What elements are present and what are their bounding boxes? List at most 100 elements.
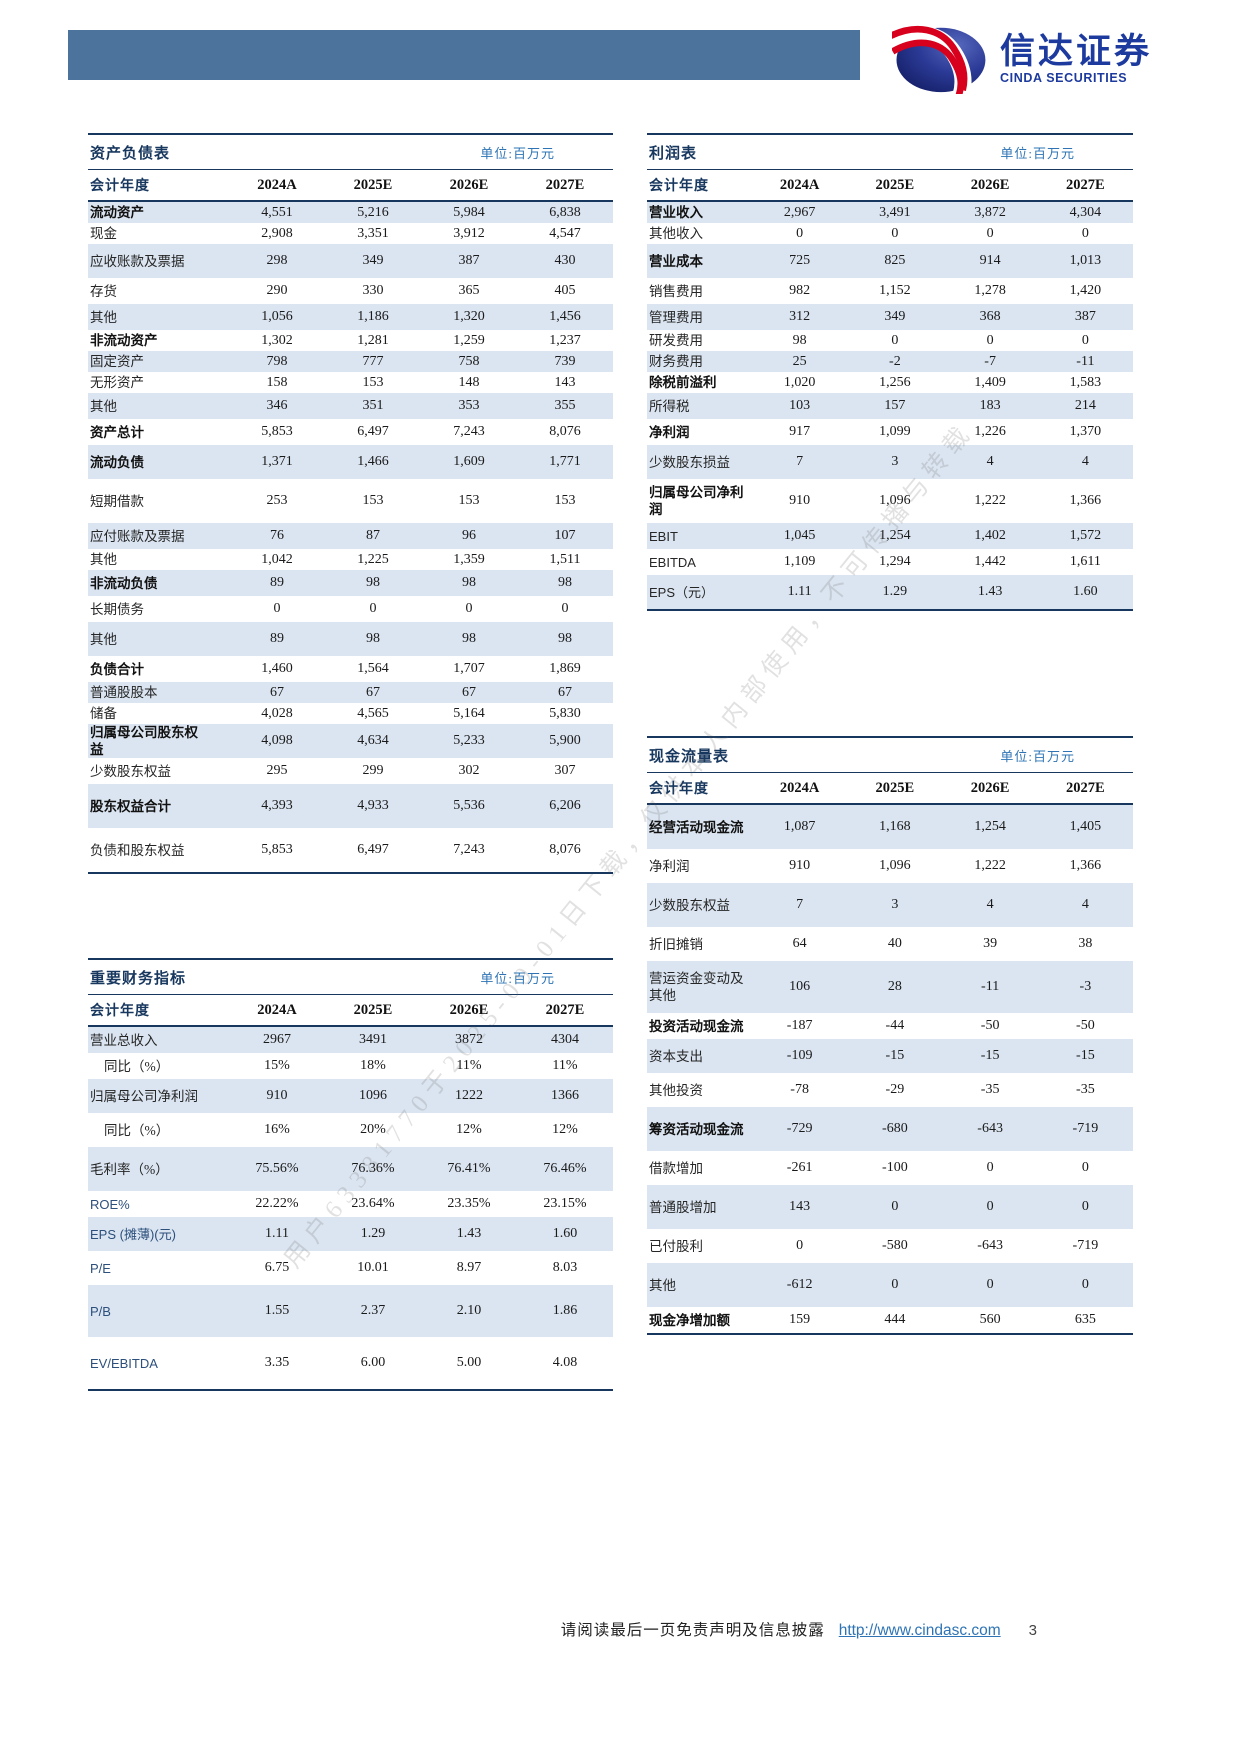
cell-value: 8.03 [552,1260,578,1275]
cell-value: 0 [796,1238,804,1253]
cell-value: 183 [979,398,1001,413]
cell-value: -100 [882,1160,908,1175]
cell-value: 355 [554,398,576,413]
cell-value: 5,900 [549,733,581,748]
table-header-year: 2026E [970,176,1010,193]
row-label: 非流动负债 [90,575,158,591]
row-label: 毛利率（%） [90,1161,169,1177]
cell-value: 1,056 [261,309,293,324]
cell-value: 3,351 [357,225,389,241]
cell-value: 6,497 [357,424,389,439]
cell-value: 8,076 [549,842,581,857]
cash-flow-table: 现金流量表 单位:百万元 会计年度 2024A 2025E 2026E 2027E 经营活动现… [647,736,1133,1335]
table-row: 非流动负债 89 98 98 98 [88,570,613,596]
cell-value: 1,237 [549,332,581,348]
table-header-year: 2025E [353,1001,393,1018]
cell-value: 75.56% [255,1161,299,1176]
cell-value: 1.11 [787,584,812,599]
cell-value: 23.64% [351,1196,395,1211]
header-fiscal-year-label: 会计年度 [90,1004,150,1019]
row-label: 其他收入 [649,226,703,241]
balance-sheet-table: 资产负债表 单位:百万元 会计年度 2024A 2025E 2026E 2027E 流动资产 4… [88,133,613,874]
cell-value: -29 [885,1082,905,1097]
cell-value: 6,206 [549,798,581,813]
row-label: 应付账款及票据 [90,528,185,544]
table-header-row: 会计年度 2024A 2025E 2026E 2027E [88,170,613,202]
cell-value: 825 [884,253,906,268]
cell-value: 153 [362,493,384,508]
cell-value: 76 [270,528,284,543]
cell-value: 2,967 [783,204,816,220]
row-label: ROE% [90,1196,130,1212]
cell-value: -109 [786,1048,813,1063]
cell-value: 1,254 [879,528,911,543]
cell-value: 2967 [263,1032,291,1047]
cell-value: 98 [558,575,572,590]
cell-value: 8,076 [549,424,581,439]
cell-value: 106 [789,979,811,994]
row-label: 应收账款及票据 [90,253,185,269]
row-label: 营业成本 [649,253,703,269]
cell-value: 0 [465,601,473,616]
cell-value: 405 [554,283,576,298]
row-label: 除税前溢利 [649,375,717,390]
cell-value: 1,405 [1069,819,1102,834]
cell-value: 1,611 [1069,554,1101,569]
cell-value: 157 [884,398,906,413]
cell-value: 0 [369,601,377,616]
table-row: 资产总计 5,853 6,497 7,243 8,076 [88,419,613,445]
cell-value: 159 [789,1312,811,1327]
cell-value: 302 [458,763,480,778]
row-label: 销售费用 [649,283,703,299]
table-header-year: 2024A [779,779,820,796]
cell-value: 1.86 [552,1303,578,1318]
cell-value: 0 [986,1277,994,1292]
table-row: 其他收入 0 0 0 0 [647,223,1133,244]
table-row: 现金净增加额 159 444 560 635 [647,1307,1133,1333]
row-label: EV/EBITDA [90,1355,158,1371]
cell-value: 299 [362,763,384,778]
cell-value: 1,225 [357,551,389,567]
footer-website-link[interactable]: http://www.cindasc.com [838,1622,1001,1639]
cell-value: 1,278 [974,283,1006,298]
table-header-year: 2027E [1066,779,1105,796]
cell-value: 3 [891,897,899,912]
table-row: 归属母公司股东权 益 4,098 4,634 5,233 5,900 [88,724,613,758]
page-footer: 请阅读最后一页免责声明及信息披露 http://www.cindasc.com … [88,1618,1133,1640]
cell-value: 4,634 [357,733,389,748]
cell-value: 1,259 [453,332,485,348]
cell-value: 3.35 [264,1355,290,1370]
cell-value: 290 [266,283,288,298]
cell-value: 298 [266,253,288,268]
row-label: 股东权益合计 [90,798,171,814]
cell-value: 0 [1081,1160,1089,1175]
cell-value: 725 [789,253,811,268]
row-label: EPS (摊薄)(元) [90,1226,176,1242]
table-row: 固定资产 798 777 758 739 [88,351,613,372]
cell-value: 153 [458,493,480,508]
cell-value: 1.11 [265,1226,289,1241]
row-label: 借款增加 [649,1160,703,1176]
cell-value: 3,491 [879,204,911,220]
cell-value: 1366 [551,1088,579,1103]
cell-value: 758 [458,353,480,369]
cell-value: 330 [362,283,384,298]
table-row: 管理费用 312 349 368 387 [647,304,1133,330]
cell-value: 98 [366,631,380,646]
table-row: 少数股东损益 7 3 4 4 [647,445,1133,479]
cell-value: 1,420 [1069,283,1102,298]
cell-value: 23.35% [447,1196,491,1211]
cell-value: 430 [554,253,576,268]
cell-value: 1,466 [357,454,389,469]
cell-value: 307 [554,763,576,778]
table-row: P/B 1.55 2.37 2.10 1.86 [88,1285,613,1337]
row-label: 普通股增加 [649,1199,717,1215]
cell-value: 0 [273,601,281,616]
row-label: 流动资产 [90,205,144,220]
cell-value: 6,497 [357,842,389,857]
cell-value: 8.97 [456,1260,482,1275]
cell-value: 3872 [455,1032,483,1047]
cell-value: 0 [986,1160,994,1175]
cell-value: 148 [458,374,480,390]
cell-value: 1222 [455,1088,483,1103]
